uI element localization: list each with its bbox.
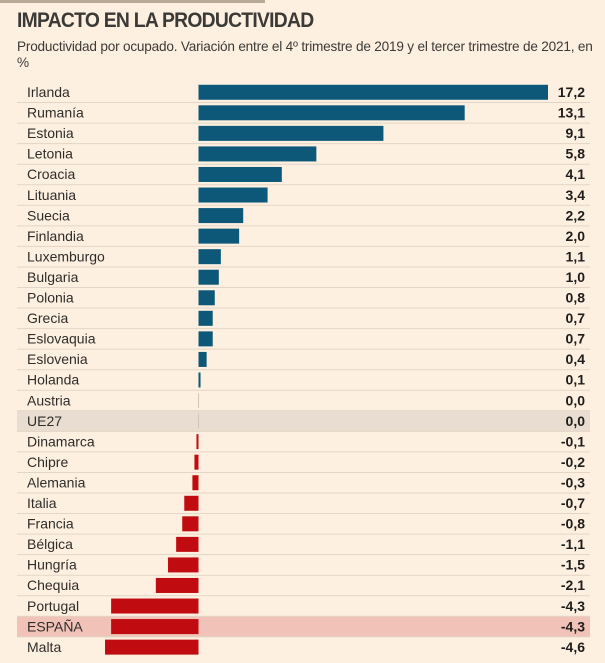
value-label: -4,3	[561, 618, 585, 634]
value-label: 0,7	[566, 331, 586, 347]
chart-title: IMPACTO EN LA PRODUCTIVIDAD	[17, 9, 314, 32]
category-label: Portugal	[27, 598, 79, 614]
category-label: UE27	[27, 413, 62, 429]
value-label: -1,1	[561, 536, 585, 552]
value-label: -0,3	[561, 474, 585, 490]
value-label: 5,8	[566, 146, 586, 162]
value-label: 17,2	[558, 84, 585, 100]
bar	[111, 598, 199, 614]
value-label: -0,1	[561, 433, 585, 449]
bar	[198, 208, 244, 224]
category-label: Bulgaria	[27, 269, 79, 285]
bar	[198, 249, 221, 265]
bar	[198, 290, 215, 306]
category-label: Rumanía	[27, 105, 84, 121]
category-label: Finlandia	[27, 228, 84, 244]
category-label: Estonia	[27, 125, 74, 141]
value-label: 1,0	[566, 269, 586, 285]
category-label: Croacia	[27, 166, 75, 182]
category-label: Malta	[27, 639, 61, 655]
value-label: 3,4	[566, 187, 586, 203]
chart-subtitle: Productividad por ocupado. Variación ent…	[17, 39, 593, 70]
category-label: Dinamarca	[27, 433, 95, 449]
value-label: 0,4	[566, 351, 586, 367]
category-label: Holanda	[27, 372, 79, 388]
row-highlight-spain	[17, 616, 590, 637]
bar	[196, 434, 199, 450]
category-label: Lituania	[27, 187, 76, 203]
value-label: -0,2	[561, 454, 585, 470]
value-label: 0,0	[566, 392, 586, 408]
bar	[198, 125, 384, 141]
value-label: 1,1	[566, 248, 586, 264]
category-label: Chipre	[27, 454, 68, 470]
category-label: Grecia	[27, 310, 68, 326]
bar	[198, 105, 465, 121]
category-label: Letonia	[27, 146, 73, 162]
row-highlight-eu	[17, 410, 590, 432]
bar	[182, 516, 199, 532]
bar	[168, 557, 199, 573]
bar	[198, 310, 213, 326]
bar	[198, 84, 548, 100]
value-label: -0,7	[561, 495, 585, 511]
value-label: 0,0	[566, 413, 586, 429]
bar	[198, 372, 201, 388]
category-label: Italia	[27, 495, 57, 511]
bar	[184, 495, 199, 511]
value-label: 2,2	[566, 207, 586, 223]
bar	[194, 454, 199, 470]
category-label: ESPAÑA	[27, 618, 83, 634]
bar	[198, 269, 219, 285]
value-label: -4,6	[561, 639, 585, 655]
value-label: 9,1	[566, 125, 586, 141]
bar	[198, 331, 213, 347]
value-label: 2,0	[566, 228, 586, 244]
bar	[176, 536, 199, 552]
value-label: 0,7	[566, 310, 586, 326]
value-label: -4,3	[561, 598, 585, 614]
bar	[198, 166, 282, 182]
category-label: Alemania	[27, 474, 86, 490]
category-label: Suecia	[27, 207, 70, 223]
bar	[192, 475, 199, 491]
top-rule	[0, 0, 265, 3]
bar	[198, 351, 207, 367]
category-label: Eslovenia	[27, 351, 88, 367]
value-label: 4,1	[566, 166, 586, 182]
bar	[198, 187, 268, 203]
bar	[111, 619, 199, 635]
category-label: Luxemburgo	[27, 248, 105, 264]
category-label: Francia	[27, 516, 74, 532]
bar	[155, 577, 199, 593]
value-label: 0,1	[566, 372, 586, 388]
category-label: Eslovaquia	[27, 331, 96, 347]
value-label: 0,8	[566, 290, 586, 306]
category-label: Bélgica	[27, 536, 73, 552]
value-label: -2,1	[561, 577, 585, 593]
value-label: -0,8	[561, 516, 585, 532]
category-label: Irlanda	[27, 84, 70, 100]
bar	[198, 146, 317, 162]
value-label: 13,1	[558, 105, 585, 121]
category-label: Hungría	[27, 557, 77, 573]
category-label: Austria	[27, 392, 71, 408]
value-label: -1,5	[561, 557, 585, 573]
bar	[198, 228, 240, 244]
bar	[105, 639, 199, 655]
category-label: Chequia	[27, 577, 79, 593]
category-label: Polonia	[27, 290, 74, 306]
